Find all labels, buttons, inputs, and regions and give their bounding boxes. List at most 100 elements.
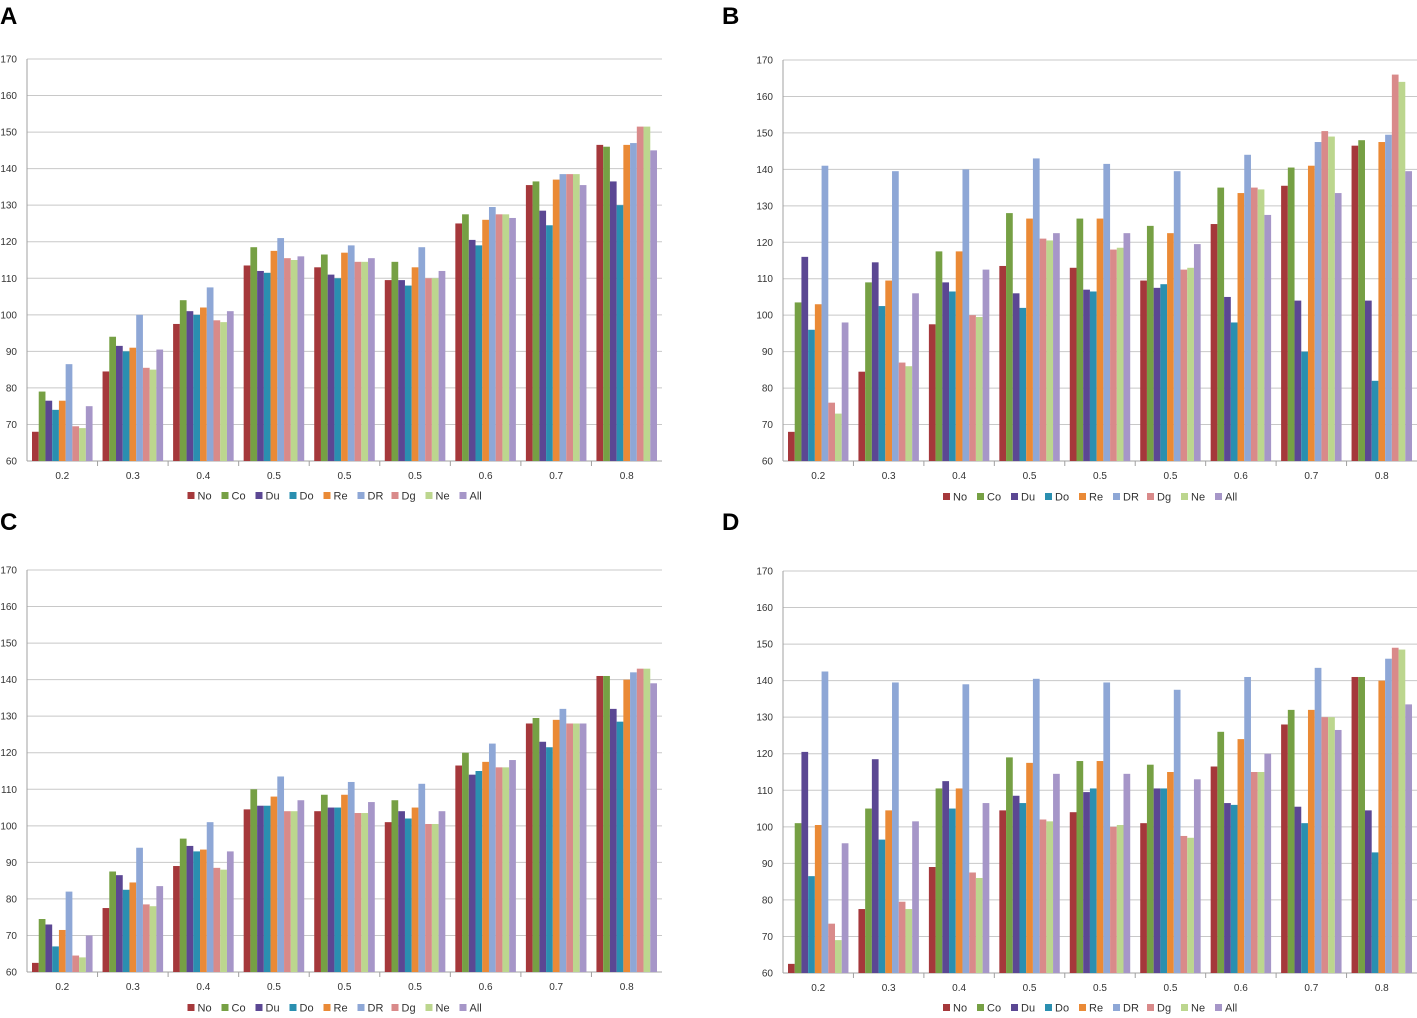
legend: No Co Du Do Re DR Dg Ne All: [187, 1003, 482, 1015]
bar-co: [603, 675, 610, 972]
bar-dg: [284, 258, 291, 461]
bar-re: [58, 929, 66, 972]
bar-no: [1069, 267, 1077, 461]
y-tick-label: 90: [6, 347, 18, 358]
x-tick-label: 0.4: [952, 471, 966, 482]
x-tick-label: 0.3: [882, 983, 896, 994]
bar-do: [878, 306, 886, 461]
bar-re: [955, 251, 963, 461]
bar-dr: [1244, 154, 1251, 462]
bar-co: [1358, 676, 1365, 973]
legend-swatch: [1147, 1004, 1154, 1011]
bar-co: [109, 871, 117, 972]
y-tick-label: 80: [762, 384, 774, 395]
legend-swatch: [1113, 1004, 1120, 1011]
x-tick-label: 0.4: [196, 471, 210, 482]
bar-dg: [1039, 238, 1047, 461]
legend-label: Ne: [1191, 1003, 1205, 1015]
bar-du: [327, 274, 335, 461]
bar-re: [1167, 233, 1174, 461]
legend-label: Dg: [1157, 1003, 1171, 1015]
bar-all: [226, 311, 234, 461]
bar-du: [871, 262, 879, 461]
legend-swatch: [357, 492, 365, 499]
bar-all: [841, 322, 849, 461]
legend-swatch: [1079, 1004, 1086, 1011]
bar-do: [949, 291, 956, 461]
bar-dg: [1039, 819, 1047, 973]
bar-co: [794, 302, 802, 461]
chart-panel-a: A 60 70 80 90 100 110 120 130 140 150 160 170 0.2 0.3 0…: [0, 3, 662, 503]
bar-no: [314, 811, 321, 972]
bar-co: [865, 808, 872, 973]
y-tick-label: 60: [762, 457, 774, 468]
legend: No Co Du Do Re DR Dg Ne All: [943, 492, 1237, 504]
bar-re: [200, 307, 207, 461]
bar-dg: [72, 426, 80, 461]
legend-swatch: [1181, 1004, 1188, 1011]
bar-ne: [79, 428, 86, 461]
y-tick-label: 140: [0, 164, 17, 175]
bar-du: [801, 751, 809, 973]
x-tick-label: 0.5: [1093, 983, 1107, 994]
bar-dg: [425, 278, 432, 461]
bar-du: [1364, 810, 1372, 973]
bar-dg: [213, 320, 221, 461]
bar-all: [1053, 233, 1060, 461]
x-tick-label: 0.8: [1375, 471, 1389, 482]
legend-label: Ne: [436, 1003, 450, 1015]
bar-dg: [566, 174, 573, 462]
bar-dr: [821, 165, 829, 461]
y-tick-label: 70: [6, 420, 18, 431]
bar-do: [263, 805, 271, 972]
y-tick-label: 130: [0, 201, 17, 212]
bar-ne: [643, 126, 651, 461]
bar-do: [1230, 804, 1238, 973]
bar-re: [270, 250, 278, 461]
bar-re: [814, 824, 822, 973]
bar-dg: [354, 261, 362, 461]
bar-co: [532, 718, 540, 972]
bar-ne: [1116, 824, 1124, 973]
bar-dg: [354, 813, 362, 972]
bar-no: [788, 963, 795, 973]
x-tick-label: 0.5: [1163, 983, 1177, 994]
bar-all: [438, 270, 446, 461]
x-tick-label: 0.6: [479, 982, 493, 993]
legend-label: Do: [1055, 1003, 1069, 1015]
bar-dr: [630, 672, 637, 972]
x-tick-label: 0.6: [479, 471, 493, 482]
x-tick-label: 0.5: [338, 982, 352, 993]
bar-du: [871, 759, 879, 973]
y-tick-label: 80: [6, 894, 18, 905]
x-tick-label: 0.2: [811, 471, 825, 482]
bar-ne: [1187, 837, 1194, 973]
y-tick-label: 60: [762, 969, 774, 980]
y-tick-label: 170: [0, 566, 17, 577]
bar-do: [404, 285, 412, 461]
bar-co: [1076, 218, 1084, 461]
bar-ne: [572, 723, 580, 972]
bar-do: [263, 272, 271, 461]
bar-du: [1012, 795, 1020, 973]
legend-swatch: [425, 492, 433, 499]
legend-label: Du: [1021, 492, 1035, 504]
x-tick-label: 0.4: [196, 982, 210, 993]
x-tick-label: 0.5: [338, 471, 352, 482]
bar-co: [1146, 764, 1154, 973]
y-tick-label: 100: [0, 310, 17, 321]
bar-co: [1076, 761, 1084, 973]
bar-re: [58, 400, 66, 461]
legend-swatch: [187, 492, 195, 499]
bar-dg: [969, 315, 976, 461]
bar-no: [1140, 280, 1147, 461]
legend-swatch: [1011, 493, 1018, 500]
bar-ne: [1116, 247, 1124, 461]
bar-du: [1012, 293, 1020, 461]
bar-dg: [284, 811, 291, 972]
bar-ne: [1398, 81, 1406, 461]
panel-label: B: [722, 3, 739, 30]
bar-ne: [1046, 821, 1054, 973]
bar-no: [525, 723, 533, 972]
bar-no: [1069, 812, 1077, 973]
